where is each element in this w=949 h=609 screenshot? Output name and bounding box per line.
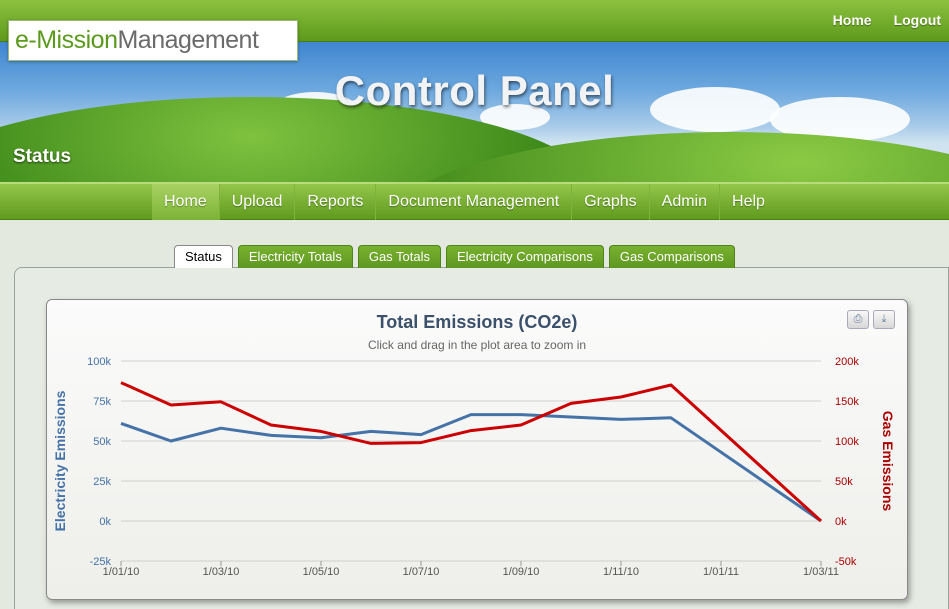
logout-link[interactable]: Logout <box>893 12 941 28</box>
tab-gas-comparisons[interactable]: Gas Comparisons <box>608 245 735 268</box>
tab-bar: Status Electricity Totals Gas Totals Ele… <box>174 245 735 268</box>
tab-electricity-comparisons[interactable]: Electricity Comparisons <box>446 245 604 268</box>
logo[interactable]: e-Mission Management <box>8 20 298 61</box>
logo-text-brand: e-Mission <box>15 26 118 54</box>
nav-item-reports[interactable]: Reports <box>295 184 377 220</box>
left-tick-label: 75k <box>93 396 111 408</box>
nav-item-upload[interactable]: Upload <box>220 184 296 220</box>
right-tick-label: 100k <box>835 436 859 448</box>
banner-title: Control Panel <box>334 67 615 114</box>
tab-electricity-totals[interactable]: Electricity Totals <box>237 245 353 268</box>
left-axis-title: Electricity Emissions <box>52 390 68 531</box>
chart-plot[interactable]: 100k 200k 75k 150k 50k 100k 25k 50k 0k 0k -25k -50k… <box>47 300 909 601</box>
chart-container[interactable]: Total Emissions (CO2e) Click and drag in… <box>46 299 908 600</box>
right-tick-label: -50k <box>835 556 857 568</box>
left-tick-label: -25k <box>90 556 112 568</box>
right-tick-label: 150k <box>835 396 859 408</box>
left-tick-label: 25k <box>93 476 111 488</box>
x-tick-label: 1/05/10 <box>303 566 340 578</box>
chart-subtitle: Click and drag in the plot area to zoom … <box>367 338 587 352</box>
electricity-series-line <box>120 413 822 523</box>
tab-gas-totals[interactable]: Gas Totals <box>357 245 442 268</box>
banner: Control Panel Status <box>0 42 949 182</box>
nav-item-document-management[interactable]: Document Management <box>376 184 573 220</box>
logo-text-management: Management <box>117 26 259 54</box>
right-axis-title: Gas Emissions <box>880 411 896 512</box>
left-tick-label: 50k <box>93 436 111 448</box>
print-button[interactable]: ⎙ <box>847 310 869 329</box>
home-link[interactable]: Home <box>832 12 872 28</box>
x-tick-label: 1/07/10 <box>403 566 440 578</box>
main-nav: Home Upload Reports Document Management … <box>0 182 949 220</box>
section-title: Status <box>13 146 72 167</box>
nav-item-graphs[interactable]: Graphs <box>572 184 650 220</box>
left-tick-label: 100k <box>87 356 111 368</box>
x-tick-label: 1/11/10 <box>603 566 639 578</box>
x-tick-label: 1/03/11 <box>803 566 839 578</box>
right-tick-label: 50k <box>835 476 853 488</box>
x-tick-label: 1/09/10 <box>503 566 540 578</box>
cloud <box>650 87 780 132</box>
nav-item-home[interactable]: Home <box>152 184 220 220</box>
nav-item-admin[interactable]: Admin <box>650 184 721 220</box>
right-tick-label: 200k <box>835 356 859 368</box>
nav-item-help[interactable]: Help <box>732 193 765 210</box>
right-tick-label: 0k <box>835 516 847 528</box>
gas-series-line <box>120 381 823 523</box>
tab-status[interactable]: Status <box>174 245 233 268</box>
x-tick-label: 1/01/10 <box>103 566 140 578</box>
download-button[interactable]: ⤓ <box>873 310 895 329</box>
top-links: Home Logout <box>833 12 941 28</box>
left-tick-label: 0k <box>99 516 111 528</box>
x-tick-label: 1/03/10 <box>203 566 240 578</box>
chart-title: Total Emissions (CO2e) <box>376 312 578 332</box>
x-tick-label: 1/01/11 <box>703 566 739 578</box>
download-icon: ⤓ <box>881 313 887 325</box>
print-icon: ⎙ <box>853 313 863 325</box>
